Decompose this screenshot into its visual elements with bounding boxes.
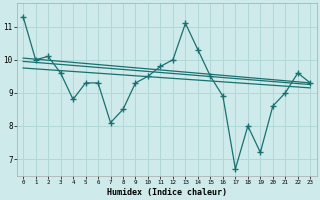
X-axis label: Humidex (Indice chaleur): Humidex (Indice chaleur) xyxy=(107,188,227,197)
